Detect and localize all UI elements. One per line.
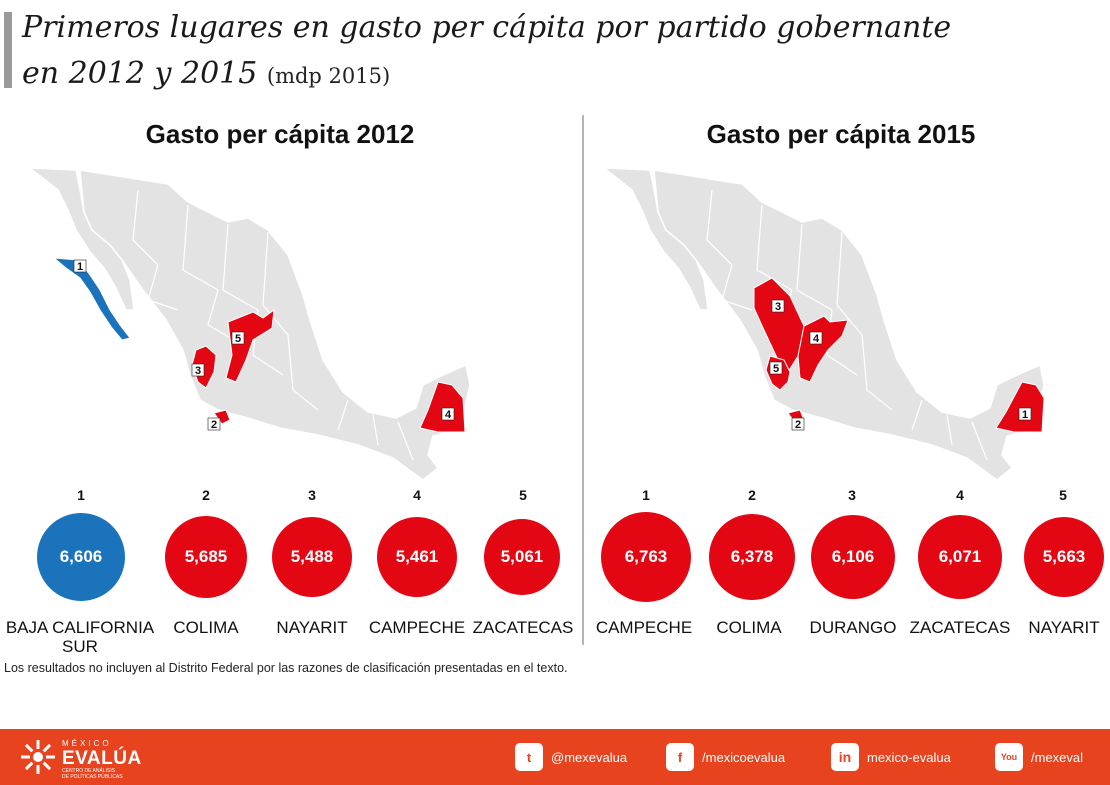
- map-state-baja-california-sur-2012: [52, 257, 131, 341]
- value-bubble-2015-3: 6,106: [811, 515, 895, 599]
- state-label-2015-2: COLIMA: [716, 618, 782, 637]
- value-bubble-2015-1: 6,763: [601, 512, 691, 602]
- state-label-2015-4: ZACATECAS: [909, 618, 1011, 637]
- rank-2015-3: 3: [848, 487, 856, 503]
- footnote: Los resultados no incluyen al Distrito F…: [4, 661, 568, 675]
- state-label-2012-4: CAMPECHE: [368, 618, 466, 637]
- twitter-link[interactable]: t @mexevalua: [515, 743, 627, 771]
- linkedin-link[interactable]: in mexico-evalua: [831, 743, 951, 771]
- state-label-2012-2: COLIMA: [173, 618, 239, 637]
- value-bubble-2012-4: 5,461: [377, 517, 457, 597]
- twitter-icon: t: [515, 743, 543, 771]
- footer-bar: MÉXICO EVALÚA CENTRO DE ANÁLISIS DE POLÍ…: [0, 729, 1110, 785]
- value-bubble-2012-5: 5,061: [484, 519, 560, 595]
- panel-divider: [582, 115, 584, 645]
- map-label-2015-5: 5: [773, 363, 779, 375]
- value-bubble-2012-3: 5,488: [272, 517, 352, 597]
- rank-2012-4: 4: [413, 487, 421, 503]
- map-labels-2012: 1 2 3 4 5: [73, 259, 455, 431]
- rank-2012-3: 3: [308, 487, 316, 503]
- map-state-durango-2015: [753, 277, 805, 373]
- chart-title-2012: Gasto per cápita 2012: [145, 119, 415, 149]
- value-bubble-2012-2: 5,685: [165, 516, 247, 598]
- logo-text-sub2: DE POLÍTICAS PÚBLICAS: [62, 774, 123, 780]
- map-label-2015-2: 2: [795, 419, 801, 431]
- rank-2012-2: 2: [202, 487, 210, 503]
- map-label-2015-1: 1: [1022, 409, 1028, 421]
- page-title-unit: (mdp 2015): [266, 64, 391, 88]
- state-label-2015-1: CAMPECHE: [595, 618, 693, 637]
- page-title-years: en 2012 y 2015: [22, 56, 258, 91]
- rank-2015-1: 1: [642, 487, 650, 503]
- youtube-handle: /mexeval: [1031, 749, 1084, 765]
- state-label-2012-1: BAJA CALIFORNIA SUR: [5, 618, 155, 656]
- state-label-2015-3: DURANGO: [809, 618, 897, 637]
- map-label-2015-4: 4: [813, 333, 820, 345]
- map-labels-2015: 1 2 3 4 5: [769, 299, 1032, 431]
- title-accent-bar: [4, 12, 12, 88]
- value-bubble-2015-4: 6,071: [918, 515, 1002, 599]
- map-land: [601, 167, 1045, 481]
- map-label-2012-4: 4: [445, 409, 452, 421]
- chart-title-2015: Gasto per cápita 2015: [706, 119, 976, 149]
- map-state-campeche-2015: [995, 381, 1045, 433]
- logo-text-top: MÉXICO: [62, 739, 112, 748]
- state-label-2012-3: NAYARIT: [276, 618, 348, 637]
- value-bubble-2015-2: 6,378: [709, 514, 795, 600]
- map-label-2012-2: 2: [211, 419, 217, 431]
- rank-2015-2: 2: [748, 487, 756, 503]
- facebook-icon: f: [666, 743, 694, 771]
- map-label-2015-3: 3: [775, 301, 781, 313]
- map-state-zacatecas-2012: [225, 308, 275, 383]
- rank-2015-5: 5: [1059, 487, 1067, 503]
- mexico-map-2015: 1 2 3 4 5: [601, 167, 1045, 481]
- value-bubble-2015-5: 5,663: [1024, 517, 1104, 597]
- facebook-link[interactable]: f /mexicoevalua: [666, 743, 785, 771]
- logo-text-sub1: CENTRO DE ANÁLISIS: [62, 768, 116, 774]
- linkedin-icon: in: [831, 743, 859, 771]
- youtube-icon: You: [995, 743, 1023, 771]
- facebook-handle: /mexicoevalua: [702, 749, 786, 765]
- map-label-2012-1: 1: [77, 261, 83, 273]
- map-label-2012-5: 5: [235, 333, 241, 345]
- logo-text-main: EVALÚA: [62, 748, 142, 769]
- youtube-link[interactable]: You /mexeval: [995, 743, 1083, 771]
- state-label-2015-5: NAYARIT: [1028, 618, 1100, 637]
- twitter-handle: @mexevalua: [551, 749, 628, 765]
- map-label-2012-3: 3: [195, 365, 201, 377]
- rank-2012-5: 5: [519, 487, 527, 503]
- page-title-line2: en 2012 y 2015 (mdp 2015): [22, 56, 390, 94]
- mexico-evalua-logo[interactable]: MÉXICO EVALÚA CENTRO DE ANÁLISIS DE POLÍ…: [20, 737, 160, 780]
- page-title-line1: Primeros lugares en gasto per cápita por…: [22, 10, 952, 45]
- linkedin-handle: mexico-evalua: [867, 749, 951, 765]
- rank-2012-1: 1: [77, 487, 85, 503]
- logo-star-icon: [21, 740, 55, 774]
- value-bubble-2012-1: 6,606: [37, 513, 125, 601]
- mexico-map-2012: 1 2 3 4 5: [27, 167, 471, 481]
- state-label-2012-5: ZACATECAS: [472, 618, 574, 637]
- rank-2015-4: 4: [956, 487, 964, 503]
- map-land: [27, 167, 471, 481]
